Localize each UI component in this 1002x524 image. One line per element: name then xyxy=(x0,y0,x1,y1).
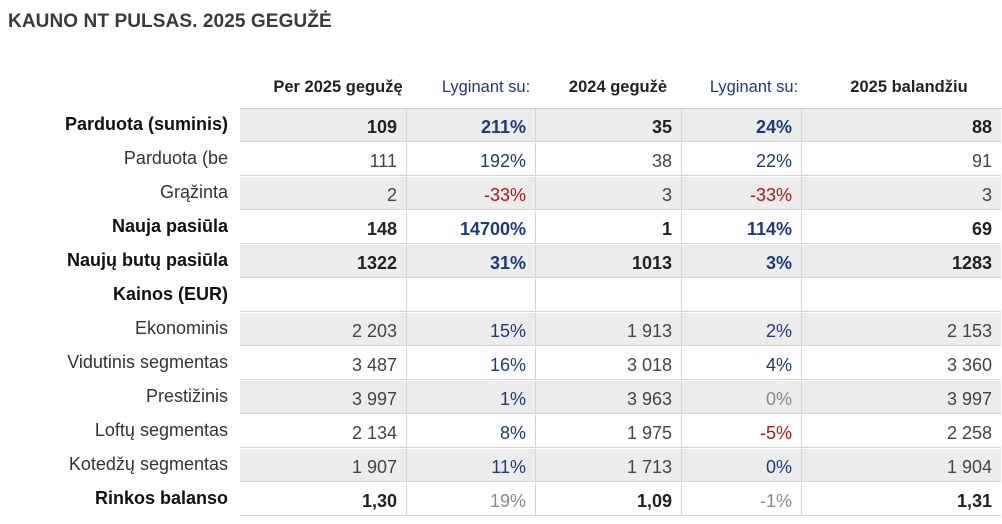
cell-value: 3 xyxy=(536,177,682,210)
cell-value: 1 xyxy=(536,211,682,244)
table-row: Kainos (EUR) xyxy=(0,279,1002,313)
header-period: Per 2025 gegužę xyxy=(273,78,403,96)
header-compare-2: Lyginant su: xyxy=(709,78,799,96)
cell-change: 22% xyxy=(682,143,802,176)
cell-value: 1322 xyxy=(240,245,407,278)
cell-change: 16% xyxy=(407,347,536,380)
cell-value: 3 360 xyxy=(802,347,1001,380)
cell-change: 15% xyxy=(407,313,536,346)
row-label: Kotedžų segmentas xyxy=(68,454,228,474)
cell-value: 3 997 xyxy=(240,381,407,414)
cell-value: 1013 xyxy=(536,245,682,278)
cell-value: 1 913 xyxy=(536,313,682,346)
cell-value: 2 xyxy=(240,177,407,210)
cell-value: 91 xyxy=(802,143,1001,176)
cell-value: 1,31 xyxy=(802,483,1001,516)
header-divider xyxy=(240,108,1002,109)
header-compare-1: Lyginant su: xyxy=(441,78,531,96)
cell-value: 1,30 xyxy=(240,483,407,516)
cell-change: 19% xyxy=(407,483,536,516)
table-row: Rinkos balanso 1,30 19% 1,09 -1% 1,31 xyxy=(0,483,1002,517)
cell-change: 0% xyxy=(682,449,802,482)
cell-change: -1% xyxy=(682,483,802,516)
cell-change: -33% xyxy=(407,177,536,210)
cell-change: 14700% xyxy=(407,211,536,244)
table-row: Naujų butų pasiūla 1322 31% 1013 3% 1283 xyxy=(0,245,1002,279)
page-title: KAUNO NT PULSAS. 2025 GEGUŽĖ xyxy=(8,11,332,32)
cell-value: 2 258 xyxy=(802,415,1001,448)
cell-value: 2 134 xyxy=(240,415,407,448)
row-label: Kainos (EUR) xyxy=(112,284,228,304)
cell-change: 0% xyxy=(682,381,802,414)
cell-value: 1,09 xyxy=(536,483,682,516)
cell-change: 1% xyxy=(407,381,536,414)
row-label: Naujų butų pasiūla xyxy=(66,250,228,270)
cell-change: 31% xyxy=(407,245,536,278)
cell-change: -5% xyxy=(682,415,802,448)
cell-value: 1 713 xyxy=(536,449,682,482)
table-row: Prestižinis 3 997 1% 3 963 0% 3 997 xyxy=(0,381,1002,415)
cell-value: 3 018 xyxy=(536,347,682,380)
cell-value: 3 963 xyxy=(536,381,682,414)
cell-change: 8% xyxy=(407,415,536,448)
header-prev-month: 2025 balandžiu xyxy=(850,78,968,96)
cell-change: 24% xyxy=(682,109,802,142)
row-label: Grąžinta xyxy=(159,182,228,202)
cell-value: 3 997 xyxy=(802,381,1001,414)
cell-value: 148 xyxy=(240,211,407,244)
cell-value xyxy=(536,279,682,312)
cell-value: 1 975 xyxy=(536,415,682,448)
row-label: Parduota (be xyxy=(123,148,228,168)
cell-change xyxy=(407,279,536,312)
header-prev-year: 2024 gegužė xyxy=(568,78,668,96)
row-label: Nauja pasiūla xyxy=(111,216,228,236)
cell-value: 35 xyxy=(536,109,682,142)
cell-change: 2% xyxy=(682,313,802,346)
cell-change: 3% xyxy=(682,245,802,278)
cell-value: 69 xyxy=(802,211,1001,244)
row-label: Prestižinis xyxy=(145,386,228,406)
cell-change: 192% xyxy=(407,143,536,176)
cell-value: 2 153 xyxy=(802,313,1001,346)
cell-change: 11% xyxy=(407,449,536,482)
row-label: Rinkos balanso xyxy=(94,488,228,508)
table-row: Grąžinta 2 -33% 3 -33% 3 xyxy=(0,177,1002,211)
cell-change: -33% xyxy=(682,177,802,210)
table-row: Loftų segmentas 2 134 8% 1 975 -5% 2 258 xyxy=(0,415,1002,449)
cell-value: 1 904 xyxy=(802,449,1001,482)
cell-change: 114% xyxy=(682,211,802,244)
cell-change xyxy=(682,279,802,312)
cell-change: 4% xyxy=(682,347,802,380)
table-row: Ekonominis 2 203 15% 1 913 2% 2 153 xyxy=(0,313,1002,347)
table-row: Vidutinis segmentas 3 487 16% 3 018 4% 3… xyxy=(0,347,1002,381)
cell-value xyxy=(802,279,1001,312)
row-label: Parduota (suminis) xyxy=(64,114,228,134)
row-label: Ekonominis xyxy=(134,318,228,338)
cell-value xyxy=(240,279,407,312)
cell-value: 1 907 xyxy=(240,449,407,482)
table-row: Parduota (be 111 192% 38 22% 91 xyxy=(0,143,1002,177)
cell-value: 1283 xyxy=(802,245,1001,278)
cell-value: 109 xyxy=(240,109,407,142)
cell-value: 38 xyxy=(536,143,682,176)
cell-value: 3 487 xyxy=(240,347,407,380)
cell-value: 111 xyxy=(240,143,407,176)
row-label: Vidutinis segmentas xyxy=(67,352,228,372)
row-label: Loftų segmentas xyxy=(94,420,228,440)
cell-value: 3 xyxy=(802,177,1001,210)
cell-value: 88 xyxy=(802,109,1001,142)
cell-value: 2 203 xyxy=(240,313,407,346)
cell-change: 211% xyxy=(407,109,536,142)
table-row: Parduota (suminis) 109 211% 35 24% 88 xyxy=(0,109,1002,143)
table-row: Nauja pasiūla 148 14700% 1 114% 69 xyxy=(0,211,1002,245)
table-row: Kotedžų segmentas 1 907 11% 1 713 0% 1 9… xyxy=(0,449,1002,483)
